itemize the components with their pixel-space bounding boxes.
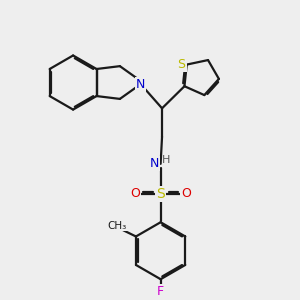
Text: O: O (130, 187, 140, 200)
Text: S: S (156, 187, 165, 201)
Text: N: N (136, 78, 146, 91)
Text: S: S (178, 58, 186, 71)
Text: F: F (157, 285, 164, 298)
Text: N: N (150, 157, 159, 170)
Text: H: H (162, 155, 170, 165)
Text: O: O (181, 187, 191, 200)
Text: CH₃: CH₃ (108, 221, 127, 231)
